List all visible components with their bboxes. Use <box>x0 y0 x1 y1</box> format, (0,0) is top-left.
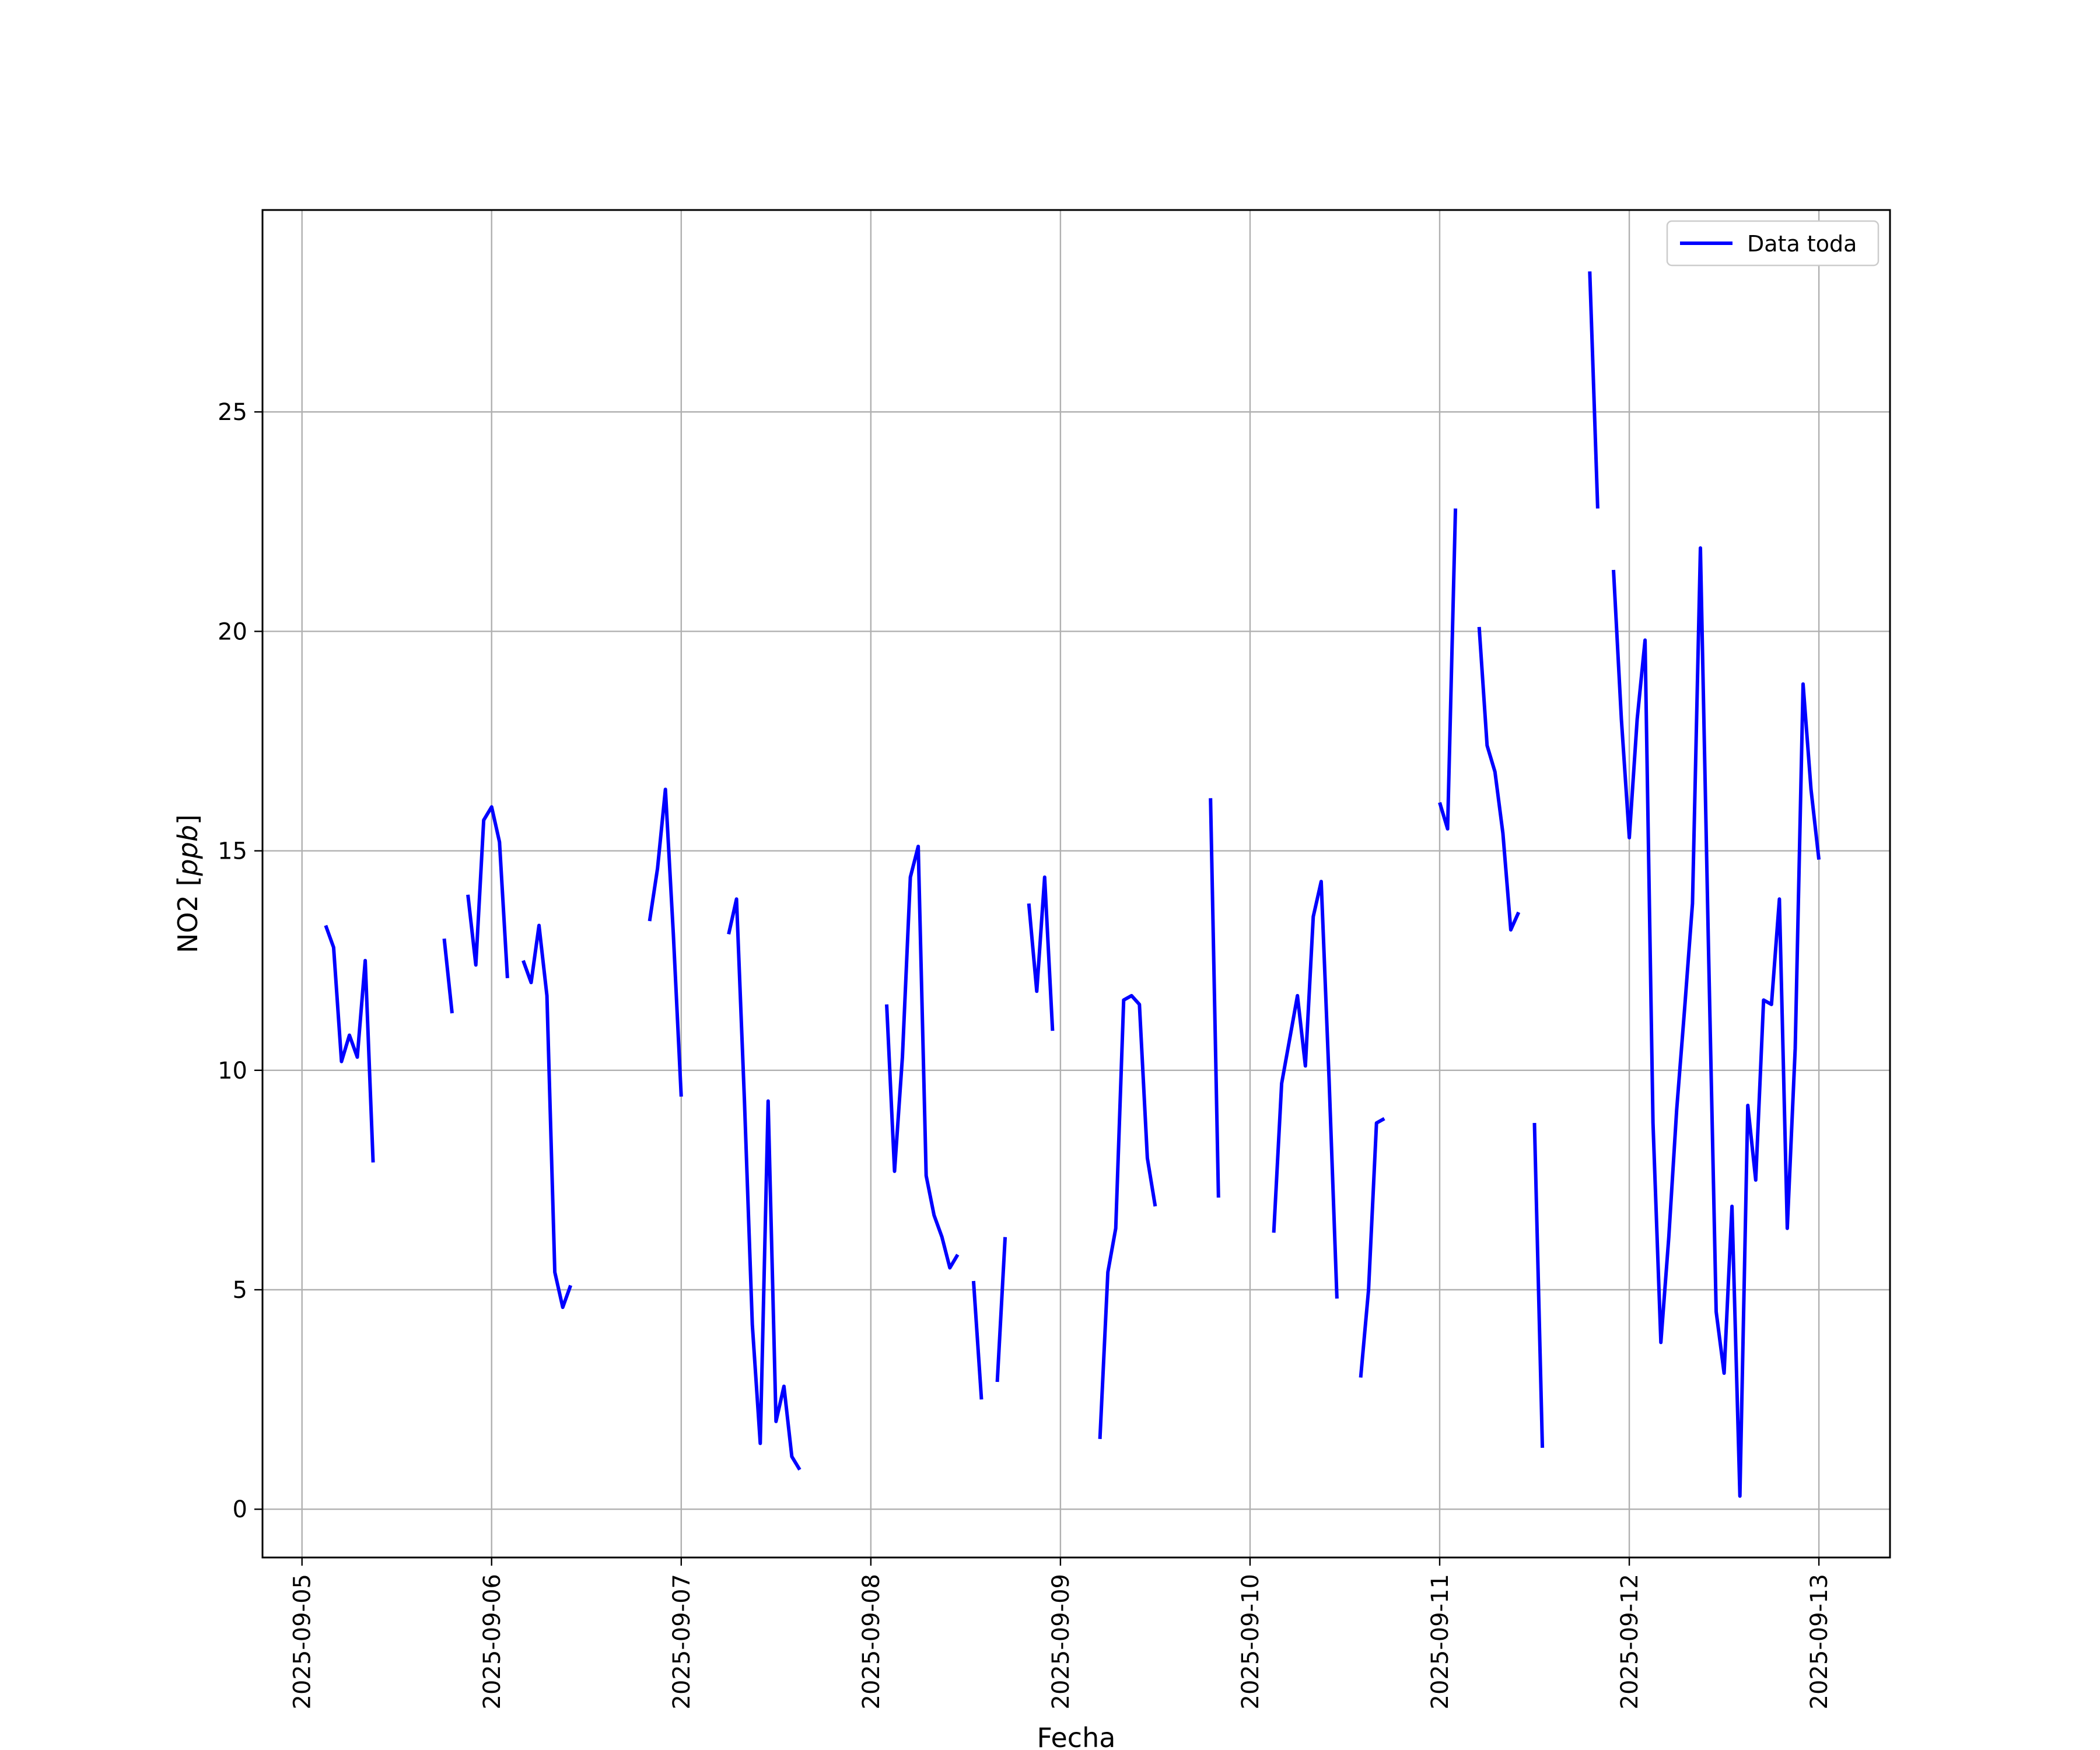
y-axis-title-prefix: NO2 [ <box>172 876 204 953</box>
series-line-segment <box>466 805 509 978</box>
series-line-segment <box>1272 880 1339 1299</box>
grid-lines <box>262 210 1890 1558</box>
x-axis-title: Fecha <box>1037 1722 1116 1750</box>
series-line-segment <box>1588 271 1600 509</box>
series-line-segment <box>1209 798 1220 1198</box>
series-line-segment <box>442 938 454 1014</box>
y-axis-ticks: 0 5 10 15 20 25 <box>218 399 262 1523</box>
y-tick-label: 5 <box>233 1277 247 1304</box>
y-axis-title-suffix: ] <box>172 814 204 825</box>
plot-area-background <box>262 210 1890 1558</box>
series-line-segment <box>522 923 573 1310</box>
plot-area-frame <box>261 209 1891 1559</box>
series-line-segment <box>971 1280 984 1400</box>
x-tick-label: 2025-09-08 <box>858 1574 885 1709</box>
x-tick-label: 2025-09-06 <box>479 1574 506 1709</box>
series-line-segment <box>1098 993 1157 1439</box>
data-series-layer <box>324 271 1821 1498</box>
x-tick-label: 2025-09-05 <box>289 1574 316 1709</box>
series-line-segment <box>1438 508 1458 831</box>
x-tick-label: 2025-09-09 <box>1048 1574 1074 1709</box>
series-line-segment <box>1477 626 1521 932</box>
series-line-segment <box>1532 1123 1545 1448</box>
y-tick-label: 25 <box>218 399 247 426</box>
x-axis-ticks: 2025-09-05 2025-09-06 2025-09-07 2025-09-08… <box>289 1558 1833 1709</box>
x-tick-label: 2025-09-12 <box>1616 1574 1643 1709</box>
series-line-segment <box>324 925 375 1163</box>
x-tick-label: 2025-09-13 <box>1806 1574 1833 1709</box>
y-tick-label: 15 <box>218 838 247 865</box>
legend-label: Data toda <box>1747 231 1857 257</box>
y-axis-title-unit: ppb <box>172 825 204 877</box>
series-line-segment <box>648 788 683 1097</box>
y-tick-label: 0 <box>233 1496 247 1523</box>
y-tick-label: 20 <box>218 618 247 645</box>
series-line-segment <box>1612 546 1821 1498</box>
x-tick-label: 2025-09-11 <box>1427 1574 1454 1709</box>
y-tick-label: 10 <box>218 1058 247 1084</box>
legend: Data toda <box>1666 220 1880 267</box>
series-line-segment <box>885 845 960 1270</box>
y-axis-title: NO2 [ppb] <box>172 814 204 953</box>
series-line-segment <box>995 1237 1007 1382</box>
series-line-segment <box>1359 1116 1385 1378</box>
x-tick-label: 2025-09-07 <box>668 1574 695 1709</box>
series-line-segment <box>727 897 802 1471</box>
x-tick-label: 2025-09-10 <box>1237 1574 1264 1709</box>
series-line-segment <box>1027 875 1055 1031</box>
legend-box <box>1666 220 1880 267</box>
